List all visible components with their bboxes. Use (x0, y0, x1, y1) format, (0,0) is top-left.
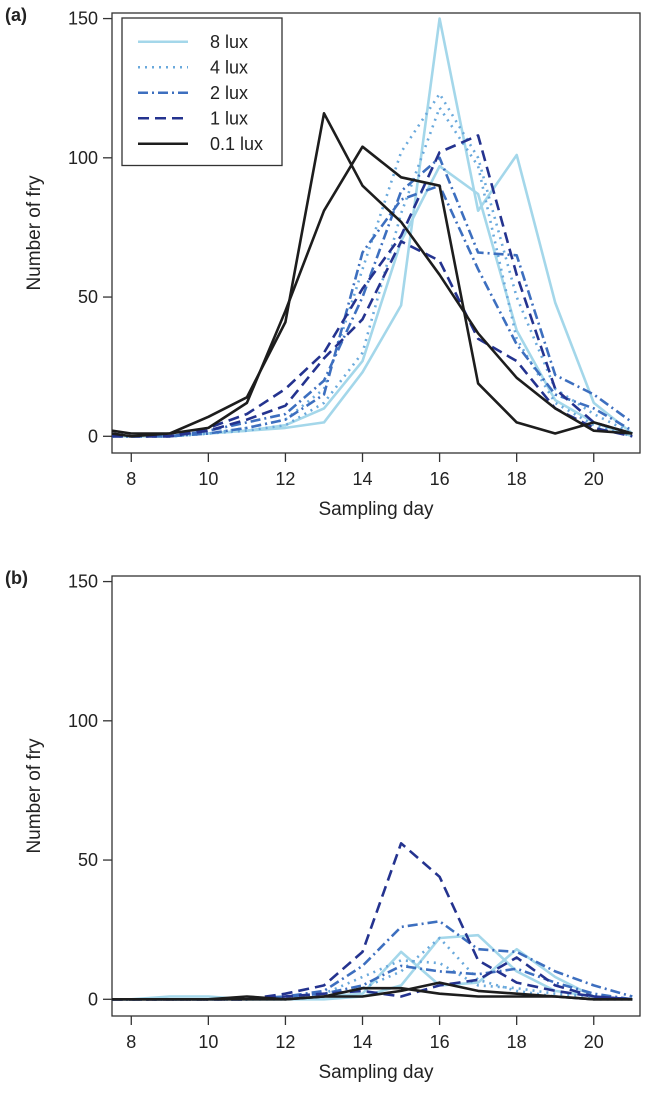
legend-label: 0.1 lux (210, 134, 263, 154)
y-axis-title: Number of fry (24, 175, 45, 291)
y-tick-label: 150 (68, 9, 98, 29)
series-line-0-1-lux (112, 986, 633, 1001)
series-line-1-lux (112, 134, 633, 438)
series-group (112, 17, 634, 438)
legend-label: 1 lux (210, 108, 248, 128)
y-tick-label: 100 (68, 711, 98, 731)
y-axis-title: Number of fry (24, 738, 45, 854)
panel-b-chart: (b) 8 10 12 14 16 18 20 0 50 100 150 Sampling day Num… (5, 568, 641, 1083)
x-axis-title: Sampling day (318, 1062, 434, 1083)
panel-label: (a) (5, 5, 27, 25)
y-tick-label: 0 (88, 989, 98, 1009)
series-line-0-1-lux (112, 145, 633, 438)
series-line-0-1-lux (112, 112, 633, 435)
series-line-2-lux (112, 919, 633, 1001)
y-tick-label: 50 (78, 287, 98, 307)
x-tick-label: 18 (507, 1032, 527, 1052)
series-group (112, 841, 633, 1001)
x-tick-label: 8 (126, 1032, 136, 1052)
x-tick-label: 8 (126, 469, 136, 489)
x-tick-label: 20 (584, 469, 604, 489)
x-tick-label: 10 (198, 469, 218, 489)
legend-label: 2 lux (210, 83, 248, 103)
x-tick-label: 18 (507, 469, 527, 489)
x-tick-label: 14 (352, 469, 372, 489)
x-tick-label: 20 (584, 1032, 604, 1052)
plot-frame (111, 12, 641, 454)
panel-label: (b) (5, 568, 28, 588)
x-tick-label: 16 (430, 469, 450, 489)
x-tick-label: 12 (275, 1032, 295, 1052)
y-tick-label: 150 (68, 572, 98, 592)
series-line-2-lux (112, 156, 634, 438)
series-line-1-lux (112, 240, 633, 438)
legend-label: 8 lux (210, 32, 248, 52)
plot-frame (111, 575, 641, 1017)
panel-a-chart: (a) 8 10 12 14 16 18 20 0 50 100 150 Sampling day Num… (5, 5, 641, 520)
y-tick-label: 100 (68, 148, 98, 168)
x-tick-label: 10 (198, 1032, 218, 1052)
x-tick-label: 16 (430, 1032, 450, 1052)
legend-label: 4 lux (210, 57, 248, 77)
x-tick-label: 14 (352, 1032, 372, 1052)
y-tick-label: 0 (88, 426, 98, 446)
series-line-8-lux (112, 947, 633, 1001)
x-tick-label: 12 (275, 469, 295, 489)
series-line-2-lux (112, 184, 633, 438)
x-axis-title: Sampling day (318, 499, 434, 520)
y-tick-label: 50 (78, 850, 98, 870)
